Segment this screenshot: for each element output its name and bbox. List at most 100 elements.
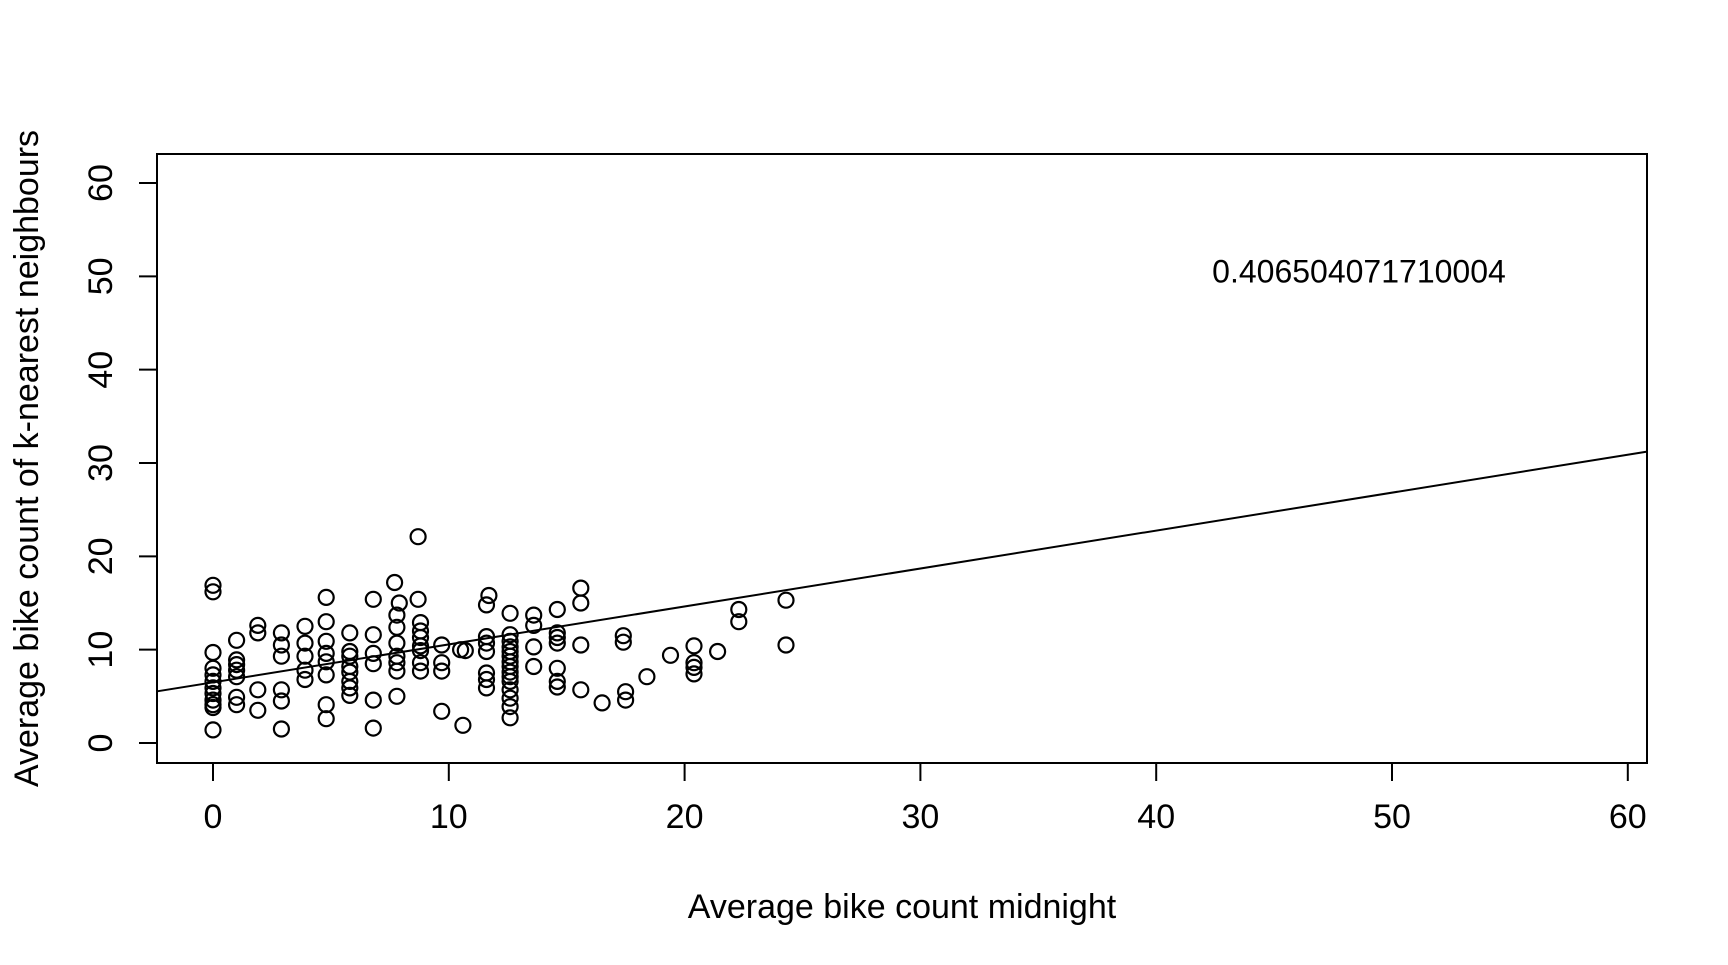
data-point <box>388 662 406 680</box>
data-point <box>548 600 566 619</box>
data-point <box>572 579 590 597</box>
data-point <box>454 716 472 734</box>
data-point <box>548 672 566 691</box>
data-point <box>317 666 335 684</box>
data-point <box>548 659 566 677</box>
data-point <box>501 689 519 707</box>
data-point <box>272 692 290 710</box>
data-point <box>708 642 727 661</box>
y-tick-label: 60 <box>82 164 120 202</box>
data-point <box>616 683 635 701</box>
data-point <box>411 637 430 655</box>
data-point <box>204 721 222 739</box>
y-axis-label: Average bike count of k-nearest neighbou… <box>8 130 46 787</box>
data-point <box>272 647 290 665</box>
data-point <box>411 628 430 647</box>
data-point <box>228 655 246 674</box>
data-point <box>477 634 496 652</box>
x-axis-label: Average bike count midnight <box>688 888 1117 926</box>
data-point <box>548 634 566 652</box>
data-point <box>272 681 290 699</box>
data-point <box>685 637 703 655</box>
data-point <box>317 644 335 663</box>
data-point <box>477 596 496 614</box>
data-point <box>341 686 359 705</box>
data-point <box>593 694 611 712</box>
y-tick-label: 40 <box>82 351 120 389</box>
data-point <box>204 576 222 594</box>
data-point <box>249 616 267 635</box>
data-point <box>501 626 519 644</box>
data-point <box>272 636 290 654</box>
data-point <box>364 719 382 737</box>
data-point <box>477 679 496 697</box>
data-point <box>411 654 430 672</box>
data-point <box>388 654 406 672</box>
data-point <box>480 586 498 605</box>
data-point <box>411 662 430 680</box>
x-tick-label: 40 <box>1137 798 1175 836</box>
data-point <box>390 594 408 612</box>
data-point <box>204 659 222 677</box>
data-point <box>388 687 406 705</box>
data-point <box>685 665 703 683</box>
data-point <box>501 663 519 681</box>
data-point <box>501 668 519 686</box>
data-point <box>204 583 222 601</box>
data-point <box>409 590 427 608</box>
data-point <box>525 616 543 635</box>
data-point <box>388 606 406 624</box>
data-point <box>433 702 451 720</box>
x-tick-label: 50 <box>1373 798 1411 836</box>
data-point <box>572 681 590 699</box>
x-tick-label: 20 <box>666 798 704 836</box>
data-point <box>614 627 632 645</box>
data-point <box>501 672 519 691</box>
data-points <box>204 528 795 739</box>
data-point <box>730 600 748 619</box>
data-point <box>477 670 496 689</box>
data-point <box>296 617 314 635</box>
data-point <box>614 633 632 651</box>
data-point <box>456 641 474 660</box>
data-point <box>317 696 335 714</box>
data-point <box>272 720 290 738</box>
data-point <box>341 679 359 697</box>
data-point <box>228 631 246 649</box>
y-axis-ticks: 0 10 20 30 40 50 60 <box>82 164 157 752</box>
data-point <box>364 626 382 644</box>
plot-box <box>156 153 1648 764</box>
x-axis-ticks: 0 10 20 30 40 50 60 <box>204 763 1647 836</box>
data-point <box>501 604 519 622</box>
data-point <box>572 594 590 612</box>
data-point <box>730 613 748 631</box>
data-point <box>501 681 519 699</box>
x-tick-label: 30 <box>901 798 939 836</box>
data-point <box>296 661 314 679</box>
data-point <box>388 634 406 652</box>
data-point <box>364 644 382 663</box>
data-point <box>572 636 590 654</box>
data-point <box>204 679 222 697</box>
data-point <box>341 624 359 642</box>
data-point <box>525 657 543 676</box>
data-point <box>777 636 795 654</box>
data-point <box>296 634 314 652</box>
data-point <box>548 628 566 647</box>
y-tick-label: 50 <box>82 257 120 295</box>
data-point <box>228 696 246 714</box>
x-tick-label: 10 <box>430 798 468 836</box>
data-point <box>433 654 451 672</box>
data-point <box>661 646 680 664</box>
data-point <box>548 678 566 696</box>
data-point <box>433 662 451 680</box>
data-point <box>249 701 267 719</box>
data-point <box>638 668 656 686</box>
data-point <box>364 691 382 709</box>
data-point <box>249 624 267 642</box>
data-point <box>386 573 404 592</box>
data-point <box>525 606 543 624</box>
data-point <box>317 710 335 728</box>
